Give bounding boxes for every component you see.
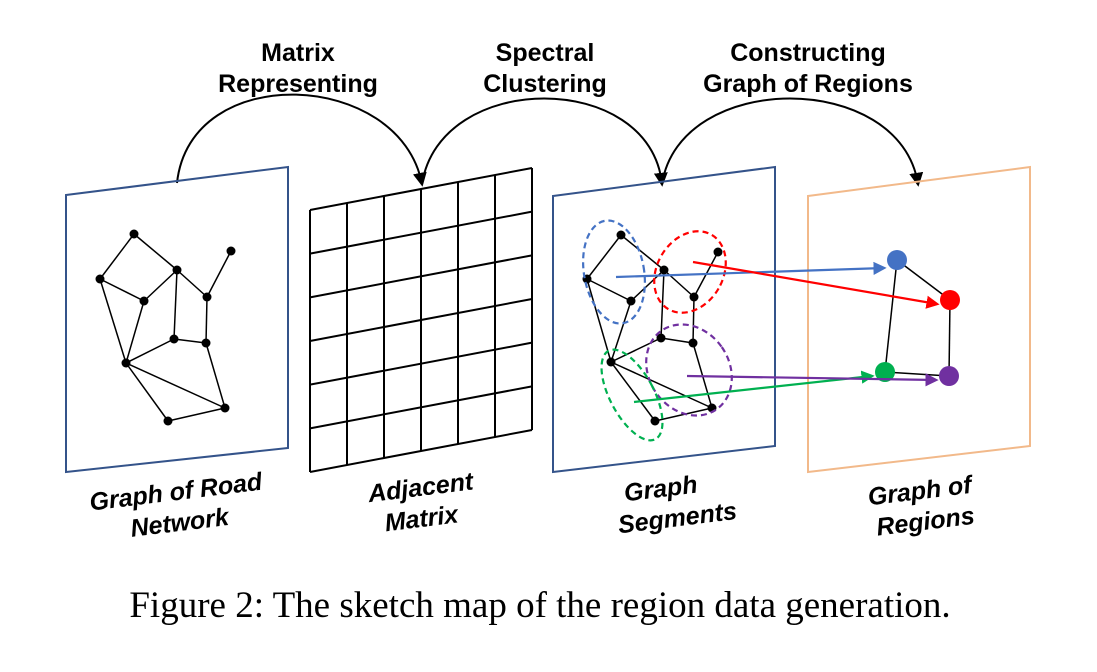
region-node-red	[940, 290, 960, 310]
road-network-nodes	[95, 229, 236, 426]
step-2-line-2: Clustering	[483, 70, 607, 98]
cluster-red	[653, 230, 727, 314]
segment-edges	[586, 234, 719, 422]
segment-nodes	[582, 230, 723, 426]
cluster-purple	[645, 323, 733, 417]
region-node-blue	[887, 250, 907, 270]
panel-2-line-1: Adjacent	[366, 467, 477, 508]
mapping-arrow-red	[692, 260, 940, 309]
step-3-line-1: Constructing	[730, 39, 886, 67]
step-label-matrix-representing: Matrix Representing	[218, 39, 378, 98]
step-3-line-2: Graph of Regions	[703, 70, 913, 98]
step-1-line-2: Representing	[218, 70, 378, 98]
adjacent-matrix-grid	[309, 167, 533, 473]
step-arrow-2	[421, 97, 668, 187]
step-label-spectral-clustering: Spectral Clustering	[483, 39, 607, 98]
graph-of-regions-frame	[807, 165, 1031, 474]
matrix-row-line	[309, 385, 533, 430]
adjacent-matrix-panel	[309, 167, 533, 473]
step-arrow-3	[661, 97, 924, 187]
panel-label-graph-of-regions: Graph of Regions	[866, 471, 976, 542]
step-2-line-1: Spectral	[496, 39, 595, 67]
step-label-constructing-graph: Constructing Graph of Regions	[703, 39, 913, 98]
road-network-edges	[99, 233, 232, 422]
step-1-line-1: Matrix	[261, 39, 335, 67]
road-network-panel	[65, 165, 289, 474]
graph-segments-frame	[552, 165, 776, 474]
panel-label-graph-segments: Graph Segments	[616, 471, 738, 540]
region-node-purple	[939, 366, 959, 386]
panel-2-line-2: Matrix	[383, 500, 461, 537]
cluster-blue	[582, 219, 646, 325]
region-node-green	[875, 362, 895, 382]
region-edges	[884, 259, 951, 377]
matrix-row-line	[309, 429, 533, 473]
graph-of-regions-panel	[807, 165, 1031, 474]
road-network-frame	[65, 165, 289, 474]
step-arrow-1	[176, 93, 427, 187]
graph-segments-panel	[552, 165, 776, 474]
panel-label-adjacent-matrix: Adjacent Matrix	[366, 467, 477, 537]
mapping-arrow-green	[633, 370, 875, 404]
mapping-arrow-purple	[686, 373, 939, 387]
cluster-green	[600, 348, 664, 442]
figure-caption: Figure 2: The sketch map of the region d…	[129, 585, 950, 626]
panel-label-road-network: Graph of Road Network	[88, 468, 264, 543]
